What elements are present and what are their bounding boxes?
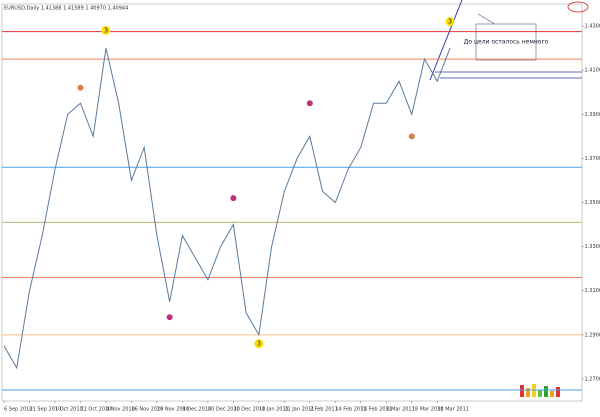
swing-point [77, 84, 84, 91]
x-tick-label: 20 Dec 2010 [208, 407, 240, 413]
x-tick-label: 16 Nov 2010 [131, 407, 163, 413]
x-tick-label: 21 Sep 2010 [29, 407, 61, 413]
x-tick-label: 8 Dec 2010 [182, 407, 211, 413]
x-tick-label: 2 Feb 2011 [310, 407, 338, 413]
swing-point [408, 133, 415, 140]
x-tick-label: 22 Oct 2010 [80, 407, 111, 413]
target-label: 3 [257, 340, 261, 348]
y-tick-label: 1.27000 [585, 376, 600, 382]
target-label: 3 [448, 18, 452, 26]
trend-line [429, 0, 463, 81]
x-tick-label: 1 Oct 2010 [55, 407, 83, 413]
y-tick-label: 1.35000 [585, 200, 600, 206]
target-marker [254, 339, 264, 349]
x-tick-label: 21 Jan 2011 [284, 407, 314, 413]
x-tick-label: 6 Sep 2010 [4, 407, 33, 413]
y-tick-label: 1.31000 [585, 288, 600, 294]
x-tick-label: 14 Feb 2011 [335, 407, 366, 413]
x-tick-label: 26 Nov 2010 [157, 407, 189, 413]
target-marker [101, 25, 111, 35]
highlight-ellipse [567, 1, 589, 13]
x-tick-label: 24 Feb 2011 [361, 407, 392, 413]
x-tick-label: 4 Nov 2010 [106, 407, 135, 413]
x-tick-label: 30 Mar 2011 [437, 407, 469, 413]
swing-point [230, 195, 237, 202]
swing-point [166, 314, 173, 321]
x-tick-label: 18 Mar 2011 [412, 407, 444, 413]
swing-point [306, 100, 313, 107]
chart-title: EURUSD,Daily 1.41388 1.41589 1.40970 1.4… [4, 6, 128, 12]
y-tick-label: 1.41000 [585, 68, 600, 74]
x-tick-label: 30 Dec 2010 [233, 407, 265, 413]
callout-text: До цели осталось немного [464, 39, 549, 46]
y-tick-label: 1.43000 [585, 24, 600, 30]
target-marker [445, 17, 455, 27]
callout-box [475, 23, 537, 61]
y-tick-label: 1.37000 [585, 156, 600, 162]
x-tick-label: 8 Mar 2011 [386, 407, 415, 413]
volume-icon [520, 384, 560, 397]
y-tick-label: 1.39000 [585, 112, 600, 118]
y-tick-label: 1.33000 [585, 244, 600, 250]
price-line [3, 47, 451, 370]
x-tick-label: 11 Jan 2011 [259, 407, 289, 413]
target-label: 3 [104, 26, 108, 34]
y-tick-label: 1.29000 [585, 332, 600, 338]
